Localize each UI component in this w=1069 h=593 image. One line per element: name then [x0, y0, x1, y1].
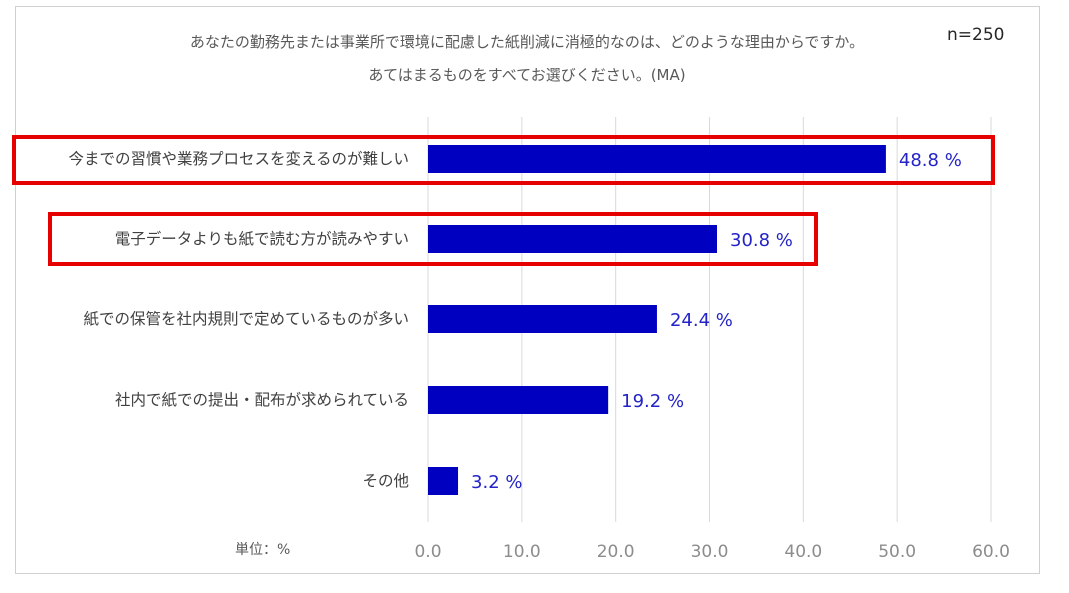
- category-label: 電子データよりも紙で読む方が読みやすい: [115, 229, 409, 248]
- bar: [428, 305, 657, 333]
- bar: [428, 467, 459, 495]
- category-label: 今までの習慣や業務プロセスを変えるのが難しい: [68, 150, 409, 168]
- value-label: 30.8 %: [730, 230, 793, 251]
- value-label: 3.2 %: [471, 472, 522, 493]
- x-axis-ticks: 0.0 10.0 20.0 30.0 40.0 50.0 60.0: [414, 542, 1009, 562]
- chart-title-line-2: あてはまるものをすべてお選びください。(MA): [368, 66, 685, 84]
- chart-title-line-1: あなたの勤務先または事業所で環境に配慮した紙削減に消極的なのは、どのような理由か…: [190, 33, 864, 51]
- highlight-boxes: [12, 135, 995, 266]
- x-tick-label: 20.0: [597, 542, 635, 562]
- x-tick-label: 60.0: [972, 542, 1010, 562]
- category-label: 社内で紙での提出・配布が求められている: [115, 391, 409, 409]
- x-tick-label: 40.0: [784, 542, 822, 562]
- value-label: 24.4 %: [670, 310, 733, 331]
- category-labels: 今までの習慣や業務プロセスを変えるのが難しい電子データよりも紙で読む方が読みやす…: [68, 150, 409, 490]
- category-label: 紙での保管を社内規則で定めているものが多い: [83, 310, 409, 328]
- x-tick-label: 10.0: [503, 542, 541, 562]
- bar: [428, 225, 718, 253]
- value-label: 48.8 %: [899, 150, 962, 171]
- x-tick-label: 0.0: [414, 542, 441, 562]
- bar: [428, 386, 609, 414]
- bars: [428, 145, 886, 495]
- category-label: その他: [362, 472, 409, 490]
- x-tick-label: 30.0: [691, 542, 729, 562]
- bar: [428, 145, 886, 173]
- chart-frame: [15, 6, 1040, 574]
- sample-size: n=250: [947, 25, 1004, 45]
- x-tick-label: 50.0: [878, 542, 916, 562]
- value-label: 19.2 %: [621, 391, 684, 412]
- highlight-box: [48, 212, 818, 266]
- value-labels: 48.8 % 30.8 % 24.4 % 19.2 % 3.2 %: [471, 150, 962, 493]
- highlight-box: [12, 135, 995, 185]
- unit-label: 単位：%: [235, 542, 290, 558]
